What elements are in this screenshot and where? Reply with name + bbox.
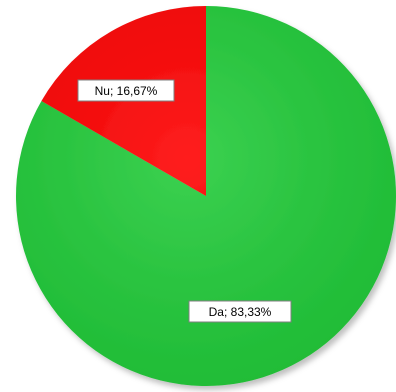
data-label-da: Da; 83,33% [188, 300, 292, 323]
data-label-nu-box [77, 79, 175, 102]
data-label-da-box [188, 300, 292, 323]
data-label-nu-text: Nu; 16,67% [95, 84, 158, 98]
pie-shading [16, 6, 396, 386]
data-label-nu: Nu; 16,67% [77, 79, 175, 102]
data-label-da-text: Da; 83,33% [209, 305, 272, 319]
